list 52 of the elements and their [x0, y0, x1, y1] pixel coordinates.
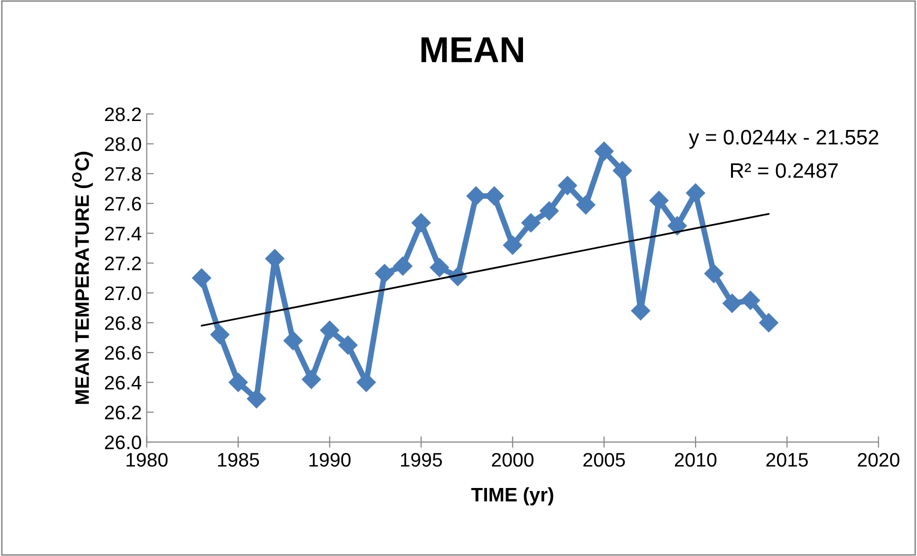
point — [576, 195, 596, 214]
point — [612, 161, 632, 180]
point — [503, 236, 522, 255]
point — [759, 313, 778, 332]
point — [704, 264, 724, 284]
y-tick-label: 27.2 — [104, 256, 141, 270]
y-tick-label: 27.8 — [104, 167, 142, 181]
x-axis-title: TIME (yr) — [471, 487, 554, 506]
point — [192, 268, 212, 288]
annotation: R² = 0.2487 — [731, 163, 838, 178]
point — [302, 370, 321, 389]
point — [594, 142, 614, 161]
x-tick-label: 1980 — [126, 452, 168, 467]
y-tick-label: 26.0 — [104, 435, 142, 450]
point — [558, 176, 578, 196]
point — [375, 264, 394, 284]
point — [649, 190, 668, 210]
y-tick-label: 27.6 — [104, 196, 142, 211]
point — [246, 389, 266, 408]
x-tick-label: 2010 — [674, 452, 716, 467]
y-axis-title: MEAN TEMPERATURE ($^{O}$C) — [72, 152, 93, 404]
point — [540, 201, 559, 220]
point — [210, 325, 230, 344]
point — [521, 213, 540, 232]
annotation: y = 0.0244x - 21.552 — [688, 130, 878, 149]
y-tick-label: 26.4 — [104, 376, 142, 390]
point — [393, 256, 412, 276]
point — [668, 216, 687, 236]
point — [430, 258, 449, 278]
x-tick-label: 2015 — [766, 452, 808, 467]
y-tick-label: 28.0 — [104, 137, 142, 152]
x-tick-label: 1990 — [310, 452, 351, 467]
point — [284, 331, 303, 350]
y-tick-label: 26.2 — [104, 406, 141, 420]
point — [228, 372, 248, 392]
point — [740, 290, 760, 310]
chart-title: MEAN — [422, 37, 523, 62]
y-tick-label: 27.0 — [104, 286, 142, 300]
x-tick-label: 2020 — [858, 452, 900, 467]
y-tick-label: 26.8 — [104, 316, 142, 330]
point — [686, 183, 706, 203]
x-tick-label: 2005 — [583, 452, 625, 467]
y-tick-label: 27.4 — [104, 226, 142, 240]
x-tick-label: 2000 — [492, 452, 534, 467]
x-tick-label: 1995 — [400, 452, 442, 467]
y-tick-label: 28.2 — [104, 107, 141, 122]
point — [412, 213, 431, 232]
point — [320, 320, 340, 340]
y-tick-label: 26.6 — [104, 346, 142, 360]
point — [722, 294, 742, 313]
x-tick-label: 1985 — [218, 452, 260, 467]
point — [338, 336, 358, 355]
